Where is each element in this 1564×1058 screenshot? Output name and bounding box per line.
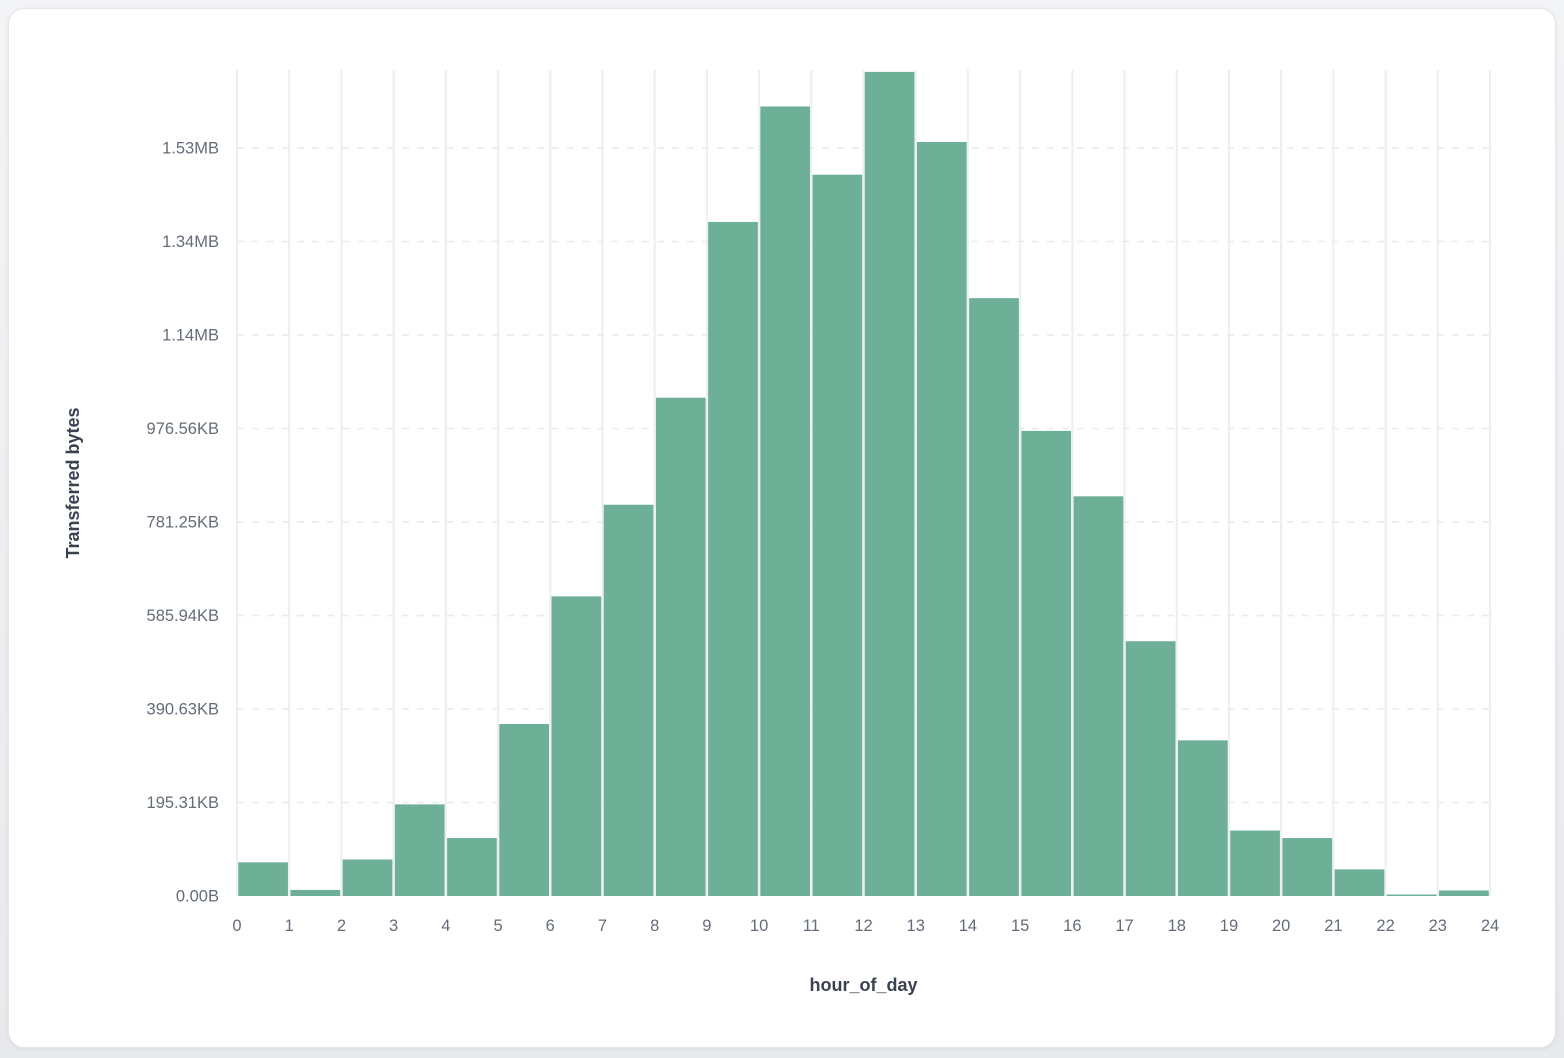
bar-hour-5[interactable]: [499, 723, 549, 896]
bar-hour-9[interactable]: [708, 221, 758, 896]
y-axis-tick-labels: 0.00B 195.31KB 390.63KB 585.94KB 781.25KB 976…: [147, 140, 219, 906]
x-tick-label: 6: [546, 917, 555, 935]
x-axis-title: hour_of_day: [809, 975, 917, 995]
y-tick-label: 390.63KB: [147, 701, 219, 719]
x-tick-label: 17: [1115, 917, 1133, 935]
bar-hour-12[interactable]: [864, 71, 915, 897]
bar-hour-23[interactable]: [1439, 890, 1489, 896]
x-tick-label: 2: [337, 917, 346, 935]
x-tick-label: 7: [598, 917, 607, 935]
x-tick-label: 16: [1063, 917, 1081, 935]
x-tick-label: 21: [1324, 917, 1342, 935]
y-axis-title: Transferred bytes: [63, 407, 83, 558]
y-tick-label: 195.31KB: [147, 794, 219, 812]
y-tick-label: 1.34MB: [162, 233, 219, 251]
bar-hour-15[interactable]: [1021, 430, 1072, 896]
bar-hour-6[interactable]: [551, 596, 602, 896]
bar-hour-7[interactable]: [603, 504, 654, 896]
bar-hour-18[interactable]: [1178, 740, 1228, 896]
bar-hour-8[interactable]: [655, 397, 706, 896]
y-tick-label: 781.25KB: [147, 514, 219, 532]
x-tick-label: 8: [650, 917, 659, 935]
y-tick-label: 1.53MB: [162, 140, 219, 158]
bar-hour-10[interactable]: [760, 106, 811, 897]
bar-hour-17[interactable]: [1125, 641, 1176, 896]
x-tick-label: 5: [493, 917, 502, 935]
bar-hour-19[interactable]: [1230, 830, 1280, 896]
y-tick-label: 1.14MB: [162, 327, 219, 345]
x-tick-label: 24: [1481, 917, 1499, 935]
x-tick-label: 9: [702, 917, 711, 935]
x-tick-label: 14: [959, 917, 977, 935]
y-tick-label: 976.56KB: [147, 420, 219, 438]
vertical-gridlines: [236, 70, 1491, 896]
x-tick-label: 22: [1376, 917, 1394, 935]
x-tick-label: 1: [285, 917, 294, 935]
bar-hour-13[interactable]: [916, 141, 967, 897]
x-tick-label: 10: [750, 917, 768, 935]
bar-hour-4[interactable]: [447, 838, 497, 896]
bar-hour-11[interactable]: [812, 174, 863, 896]
bars-group: [238, 71, 1489, 897]
x-tick-label: 23: [1429, 917, 1447, 935]
y-tick-label: 0.00B: [176, 888, 219, 906]
bar-hour-21[interactable]: [1334, 869, 1385, 896]
bar-hour-1[interactable]: [290, 889, 341, 896]
bar-hour-3[interactable]: [394, 804, 445, 896]
bar-hour-14[interactable]: [969, 298, 1019, 896]
x-tick-label: 11: [803, 917, 820, 935]
x-axis-tick-labels: 0 1 2 3 4 5 6 7 8 9 10 11 12 13 14 15 16 17 18 19 20 21 22 23 24: [232, 917, 1499, 935]
x-tick-label: 19: [1220, 917, 1238, 935]
y-tick-label: 585.94KB: [147, 607, 219, 625]
x-tick-label: 0: [232, 917, 241, 935]
bar-hour-16[interactable]: [1073, 496, 1124, 896]
bar-hour-20[interactable]: [1282, 838, 1333, 896]
bar-hour-0[interactable]: [238, 862, 288, 896]
x-tick-label: 15: [1011, 917, 1029, 935]
bar-hour-22[interactable]: [1386, 894, 1437, 896]
x-tick-label: 20: [1272, 917, 1290, 935]
x-tick-label: 12: [854, 917, 872, 935]
x-tick-label: 4: [441, 917, 450, 935]
x-tick-label: 18: [1168, 917, 1186, 935]
x-tick-label: 3: [389, 917, 398, 935]
x-tick-label: 13: [907, 917, 925, 935]
bar-hour-2[interactable]: [342, 859, 393, 896]
